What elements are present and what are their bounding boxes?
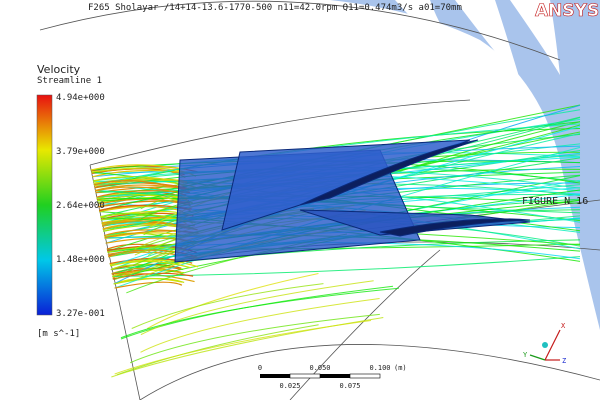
legend-tick-label: 1.48e+000 (56, 255, 105, 265)
geometry-lines (39, 0, 600, 400)
scale-label: 0.050 (309, 364, 330, 372)
scale-unit: (m) (394, 364, 407, 372)
streamline (92, 169, 188, 178)
axis-y: Y (523, 351, 528, 359)
streamline (140, 297, 380, 353)
streamline (120, 285, 394, 340)
figure-label: FIGURE N 16 (522, 196, 588, 207)
streamline (146, 273, 319, 330)
legend-units: [m s^-1] (37, 329, 80, 339)
legend-tick-label: 2.64e+000 (56, 201, 105, 211)
streamline (113, 277, 185, 285)
scale-label: 0.025 (279, 382, 300, 390)
streamline (116, 324, 319, 376)
scale-label: 0 (258, 364, 262, 372)
streamline (113, 277, 183, 285)
streamline (95, 186, 187, 196)
legend-title: Velocity (37, 63, 81, 76)
axis-x: X (561, 322, 566, 330)
legend-tick-label: 4.94e+000 (56, 93, 105, 103)
scale-bar (260, 373, 381, 379)
legend-tick-label: 3.79e+000 (56, 147, 105, 157)
legend-subtitle: Streamline 1 (37, 76, 102, 86)
scale-label: 0.100 (369, 364, 390, 372)
logo: ANSYS (535, 1, 599, 21)
streamline (90, 164, 187, 171)
streamline (130, 313, 380, 364)
streamline (114, 320, 372, 375)
streamline (114, 281, 183, 289)
streamline (93, 180, 185, 190)
legend-tick-label: 3.27e-001 (56, 309, 105, 319)
streamline (91, 168, 185, 176)
axis-z: Z (562, 357, 566, 365)
streamline (110, 260, 191, 269)
legend-ticks: 4.94e+000 3.79e+000 2.64e+000 1.48e+000 3.27… (56, 93, 105, 319)
scale-label: 0.075 (339, 382, 360, 390)
streamline (94, 128, 581, 188)
streamline (96, 193, 181, 202)
streamline (131, 283, 324, 329)
streamline (140, 280, 374, 336)
axis-triad (529, 329, 561, 361)
streamline (120, 287, 399, 339)
guide-vanes (174, 139, 531, 263)
header-title: F265 Sholayar /14+14-13.6-1770-500 n11=4… (88, 3, 462, 13)
scale-labels: 0 0.050 0.100 (m) 0.025 0.075 (258, 364, 407, 390)
legend-colorbar (36, 94, 53, 316)
